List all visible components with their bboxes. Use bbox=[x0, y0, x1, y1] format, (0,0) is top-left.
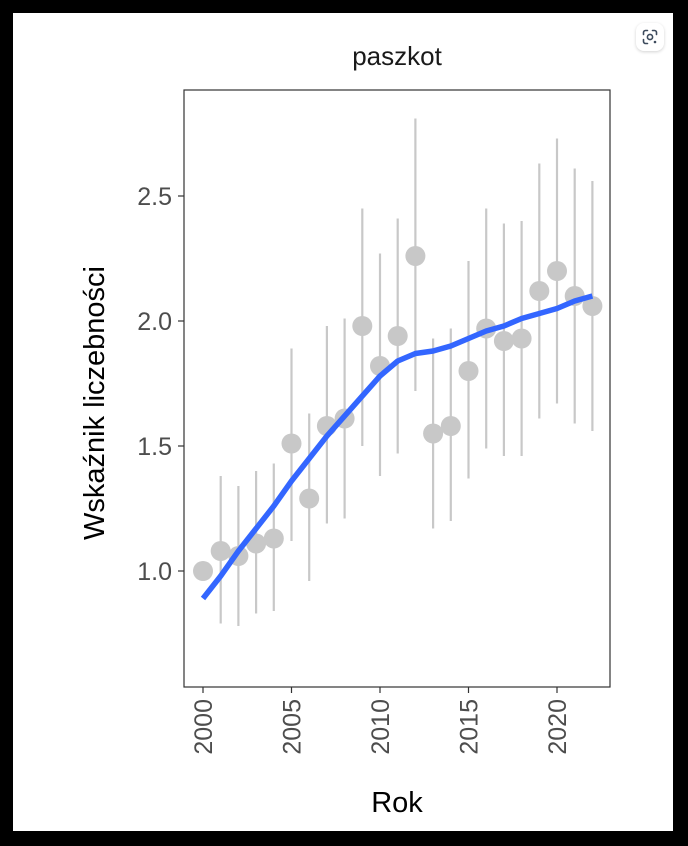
data-point bbox=[299, 488, 320, 509]
y-tick-label: 2.5 bbox=[137, 183, 172, 211]
google-lens-button[interactable] bbox=[636, 23, 664, 51]
x-axis: 2000 2005 2010 2015 2020 bbox=[190, 687, 572, 755]
data-point bbox=[493, 331, 514, 351]
chart-card: paszkot 1.0 1.5 2.0 2.5 2000 2005 2010 2015 202… bbox=[13, 13, 673, 831]
data-point bbox=[263, 528, 284, 549]
x-tick-label: 2005 bbox=[279, 699, 307, 755]
trend-line bbox=[200, 293, 594, 601]
data-point bbox=[281, 433, 302, 454]
y-tick-label: 2.0 bbox=[137, 308, 172, 336]
data-point bbox=[210, 541, 231, 561]
x-tick-label: 2015 bbox=[456, 699, 484, 755]
y-tick-label: 1.0 bbox=[137, 558, 172, 586]
data-point bbox=[423, 423, 444, 444]
data-point bbox=[193, 561, 213, 581]
x-axis-title: Rok bbox=[371, 787, 423, 819]
data-point bbox=[387, 326, 408, 346]
data-point bbox=[582, 296, 603, 316]
data-point bbox=[511, 328, 532, 349]
chart: paszkot 1.0 1.5 2.0 2.5 2000 2005 2010 2015 202… bbox=[79, 41, 611, 819]
trend-line-group bbox=[200, 293, 594, 601]
y-axis: 1.0 1.5 2.0 2.5 bbox=[137, 183, 184, 586]
data-point bbox=[547, 261, 567, 281]
error-bars bbox=[219, 118, 594, 626]
chart-title: paszkot bbox=[352, 41, 442, 71]
data-point bbox=[352, 316, 373, 336]
data-point bbox=[458, 361, 479, 381]
y-axis-title: Wskaźnik liczebności bbox=[79, 266, 111, 540]
x-tick-label: 2010 bbox=[367, 699, 395, 755]
data-point bbox=[529, 281, 550, 301]
google-lens-icon bbox=[642, 29, 658, 45]
y-tick-label: 1.5 bbox=[137, 433, 172, 461]
x-tick-label: 2000 bbox=[190, 699, 218, 755]
plot-panel-border bbox=[183, 89, 611, 688]
data-point bbox=[405, 246, 426, 266]
x-tick-label: 2020 bbox=[544, 699, 572, 755]
data-point bbox=[440, 416, 461, 436]
